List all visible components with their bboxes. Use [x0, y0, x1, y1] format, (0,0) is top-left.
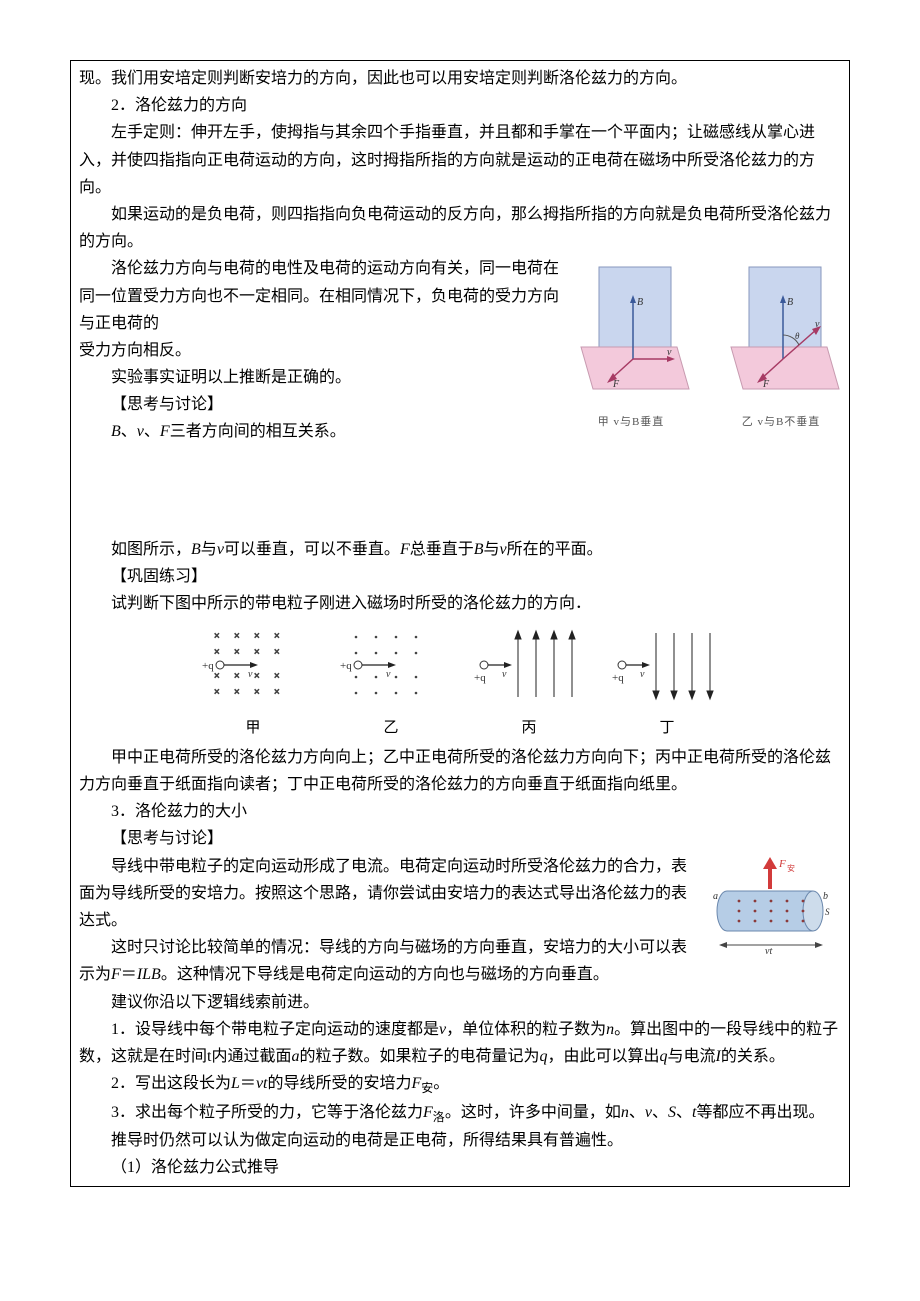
- exercise-label-jia: 甲: [198, 716, 308, 742]
- exercise-bing: +q v 丙: [474, 625, 584, 742]
- svg-text:F: F: [762, 379, 770, 390]
- plane-diagrams: B v F 甲 v与B垂直 θ: [571, 259, 841, 431]
- conductor-figure: F安 a b S vt: [705, 855, 835, 964]
- paragraph-exercise-prompt: 试判断下图中所示的带电粒子刚进入磁场时所受的洛伦兹力的方向．: [79, 590, 841, 617]
- document-frame: 现。我们用安培定则判断安培力的方向，因此也可以用安培定则判断洛伦兹力的方向。 2…: [70, 60, 850, 1187]
- svg-text:×: ×: [214, 647, 220, 658]
- spacer: [79, 446, 841, 536]
- svg-text:×: ×: [254, 631, 260, 642]
- svg-text:×: ×: [214, 671, 220, 682]
- paragraph-logic-hint: 建议你沿以下逻辑线索前进。: [79, 989, 841, 1016]
- svg-text:×: ×: [234, 647, 240, 658]
- svg-text:b: b: [823, 891, 828, 902]
- plane-diagram-jia: B v F 甲 v与B垂直: [571, 259, 691, 431]
- paragraph-as-shown: 如图所示，B与v可以垂直，可以不垂直。F总垂直于B与v所在的平面。: [79, 536, 841, 563]
- svg-text:a: a: [713, 891, 718, 902]
- svg-text:v: v: [640, 669, 645, 680]
- step-1: 1．设导线中每个带电粒子定向运动的速度都是v，单位体积的粒子数为n。算出图中的一…: [79, 1016, 841, 1070]
- exercise-label-yi: 乙: [336, 716, 446, 742]
- sep: 、: [121, 423, 137, 440]
- exercise-svg-jia: × × × × × × × × × × × × × × × × +q v: [198, 625, 308, 703]
- var-F: F: [160, 423, 170, 440]
- svg-text:×: ×: [214, 687, 220, 698]
- svg-text:+q: +q: [340, 660, 352, 672]
- heading-consolidate: 【巩固练习】: [79, 563, 841, 590]
- plane-svg-yi: θ B v F: [721, 259, 841, 399]
- svg-text:×: ×: [274, 631, 280, 642]
- paragraph-negative-charge: 如果运动的是负电荷，则四指指向负电荷运动的反方向，那么拇指所指的方向就是负电荷所…: [79, 201, 841, 255]
- svg-text:v: v: [502, 669, 507, 680]
- svg-text:+q: +q: [202, 660, 214, 672]
- exercise-svg-bing: +q v: [474, 625, 584, 703]
- svg-text:B: B: [787, 297, 793, 308]
- plane-caption-jia: 甲 v与B垂直: [571, 413, 691, 432]
- svg-text:×: ×: [254, 647, 260, 658]
- svg-text:安: 安: [787, 863, 795, 873]
- exercise-jia: × × × × × × × × × × × × × × × × +q v 甲: [198, 625, 308, 742]
- exercise-label-ding: 丁: [612, 716, 722, 742]
- svg-text:+q: +q: [612, 672, 624, 684]
- svg-text:×: ×: [234, 631, 240, 642]
- svg-text:v: v: [667, 347, 672, 358]
- exercise-svg-yi: +q v: [336, 625, 446, 703]
- svg-text:F: F: [778, 858, 786, 870]
- exercise-ding: +q v 丁: [612, 625, 722, 742]
- sep2: 、: [144, 423, 160, 440]
- svg-text:×: ×: [214, 631, 220, 642]
- suffix: 三者方向间的相互关系。: [170, 423, 346, 440]
- page: 现。我们用安培定则判断安培力的方向，因此也可以用安培定则判断洛伦兹力的方向。 2…: [0, 0, 920, 1247]
- svg-text:×: ×: [274, 647, 280, 658]
- svg-text:v: v: [815, 319, 820, 330]
- paragraph-left-hand-rule: 左手定则：伸开左手，使拇指与其余四个手指垂直，并且都和手掌在一个平面内；让磁感线…: [79, 119, 841, 201]
- paragraph-positive-charge-note: 推导时仍然可以认为做定向运动的电荷是正电荷，所得结果具有普遍性。: [79, 1127, 841, 1154]
- plane-diagram-yi: θ B v F 乙 v与B不垂直: [721, 259, 841, 431]
- svg-text:v: v: [248, 669, 253, 680]
- exercise-svg-ding: +q v: [612, 625, 722, 703]
- exercise-yi: +q v 乙: [336, 625, 446, 742]
- svg-text:B: B: [637, 297, 643, 308]
- svg-text:×: ×: [234, 687, 240, 698]
- plane-caption-yi: 乙 v与B不垂直: [721, 413, 841, 432]
- paragraph-intro-cont: 现。我们用安培定则判断安培力的方向，因此也可以用安培定则判断洛伦兹力的方向。: [79, 65, 841, 92]
- svg-text:vt: vt: [765, 946, 772, 955]
- step-3: 3．求出每个粒子所受的力，它等于洛伦兹力F洛。这时，许多中间量，如n、v、S、t…: [79, 1099, 841, 1128]
- conductor-svg: F安 a b S vt: [705, 855, 835, 955]
- svg-text:+q: +q: [474, 672, 486, 684]
- heading-formula-derive: （1）洛伦兹力公式推导: [79, 1154, 841, 1181]
- svg-text:×: ×: [254, 671, 260, 682]
- step-2: 2．写出这段长为L＝vt的导线所受的安培力F安。: [79, 1070, 841, 1099]
- heading-direction: 2．洛伦兹力的方向: [79, 92, 841, 119]
- exercise-label-bing: 丙: [474, 716, 584, 742]
- plane-svg-jia: B v F: [571, 259, 691, 399]
- svg-text:×: ×: [274, 671, 280, 682]
- exercise-figures: × × × × × × × × × × × × × × × × +q v 甲: [79, 625, 841, 742]
- var-v: v: [137, 423, 144, 440]
- svg-text:S: S: [825, 907, 830, 917]
- svg-text:θ: θ: [795, 331, 800, 341]
- svg-text:×: ×: [254, 687, 260, 698]
- svg-text:×: ×: [234, 671, 240, 682]
- heading-magnitude: 3．洛伦兹力的大小: [79, 798, 841, 825]
- svg-text:F: F: [612, 379, 620, 390]
- paragraph-exercise-answers: 甲中正电荷所受的洛伦兹力方向向上；乙中正电荷所受的洛伦兹力方向向下；丙中正电荷所…: [79, 744, 841, 798]
- heading-think-discuss-2: 【思考与讨论】: [79, 825, 841, 852]
- svg-text:v: v: [386, 669, 391, 680]
- var-B: B: [111, 423, 121, 440]
- svg-text:×: ×: [274, 687, 280, 698]
